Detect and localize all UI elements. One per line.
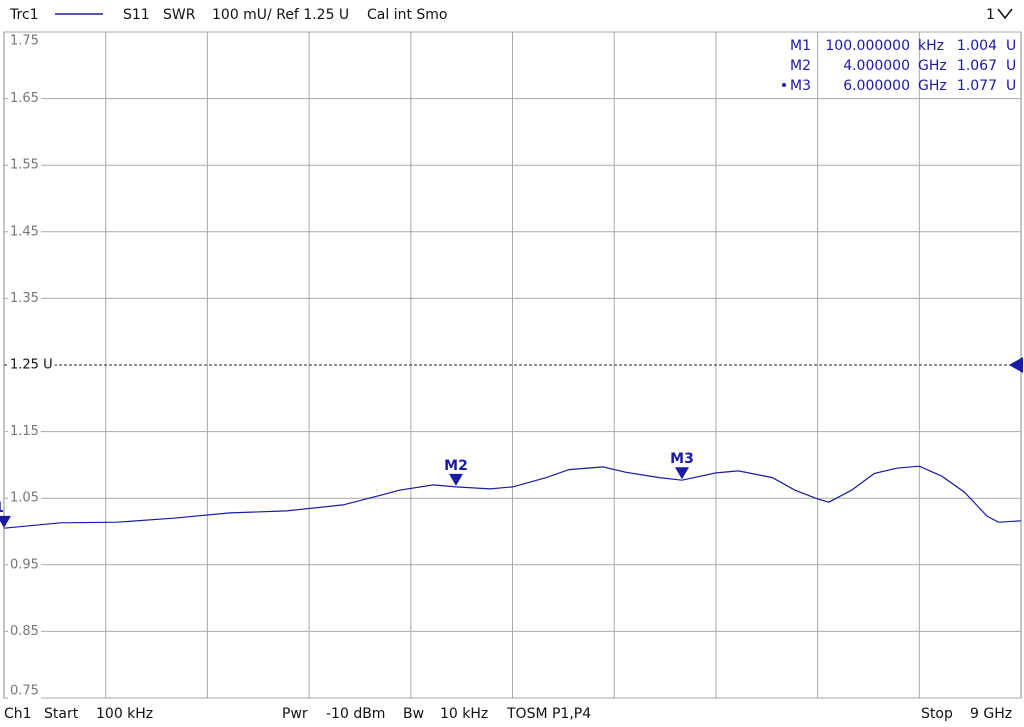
y-tick-label: 1.05 <box>10 491 39 506</box>
y-tick-label: 1.45 <box>10 224 39 239</box>
marker-label: M3 <box>670 451 694 467</box>
tick-label-bg <box>8 33 41 49</box>
stop-label: Stop <box>921 706 953 722</box>
y-tick-label: 0.75 <box>10 684 39 699</box>
marker-label: M2 <box>444 458 468 474</box>
y-tick-label: 1.35 <box>10 291 39 306</box>
marker-table-stimulus-unit: GHz <box>918 78 947 94</box>
y-tick-label: 1.55 <box>10 158 39 173</box>
y-tick-label: 1.15 <box>10 424 39 439</box>
window-number: 1 <box>986 7 995 23</box>
marker-table-stimulus: 4.000000 <box>843 58 910 74</box>
y-tick-label: 0.95 <box>10 557 39 572</box>
y-tick-label: 0.85 <box>10 624 39 639</box>
y-tick-label: 1.75 <box>10 34 39 49</box>
marker-table-name: M2 <box>790 58 811 74</box>
tick-label-bg <box>8 424 41 440</box>
marker-table-response: 1.067 <box>957 58 997 74</box>
bw-label: Bw <box>403 706 424 722</box>
cal-status: Cal int Smo <box>367 7 448 23</box>
format: SWR <box>163 7 196 23</box>
tick-label-bg <box>8 557 41 573</box>
cal-method: TOSM P1,P4 <box>506 706 591 722</box>
stop-value: 9 GHz <box>970 706 1012 722</box>
marker-table-stimulus: 6.000000 <box>843 78 910 94</box>
marker-label: M1 <box>0 500 4 516</box>
tick-label-bg <box>8 357 55 373</box>
y-tick-label: 1.25 U <box>10 358 53 373</box>
tick-label-bg <box>8 290 41 306</box>
marker-table-response: 1.004 <box>957 38 997 54</box>
marker-triangle <box>674 467 689 480</box>
marker-table-name: M1 <box>790 38 811 54</box>
bw-value: 10 kHz <box>440 706 488 722</box>
scale: 100 mU/ Ref 1.25 U <box>212 7 349 23</box>
tick-label-bg <box>8 91 41 107</box>
marker-table-stimulus-unit: GHz <box>918 58 947 74</box>
reference-arrow <box>1009 357 1023 373</box>
active-marker-dot <box>782 83 786 87</box>
trace-name: Trc1 <box>9 7 39 23</box>
channel: Ch1 <box>4 706 32 722</box>
marker-table-response: 1.077 <box>957 78 997 94</box>
start-value: 100 kHz <box>96 706 153 722</box>
marker-table-response-unit: U <box>1006 58 1016 74</box>
window-chevron[interactable] <box>997 8 1013 20</box>
start-label: Start <box>44 706 79 722</box>
tick-label-bg <box>8 490 41 506</box>
trace <box>3 465 1022 529</box>
tick-label-bg <box>8 623 41 639</box>
marker-triangle <box>0 515 11 528</box>
pwr-label: Pwr <box>282 706 308 722</box>
tick-label-bg <box>8 224 41 240</box>
parameter: S11 <box>123 7 150 23</box>
tick-label-bg <box>8 157 41 173</box>
pwr-value: -10 dBm <box>326 706 385 722</box>
marker-table-stimulus: 100.000000 <box>825 38 910 54</box>
y-tick-label: 1.65 <box>10 91 39 106</box>
marker-table-response-unit: U <box>1006 38 1016 54</box>
tick-label-bg <box>8 683 41 699</box>
marker-table-name: M3 <box>790 78 811 94</box>
marker-triangle <box>448 473 463 486</box>
marker-table-response-unit: U <box>1006 78 1016 94</box>
marker-table-stimulus-unit: kHz <box>918 38 944 54</box>
